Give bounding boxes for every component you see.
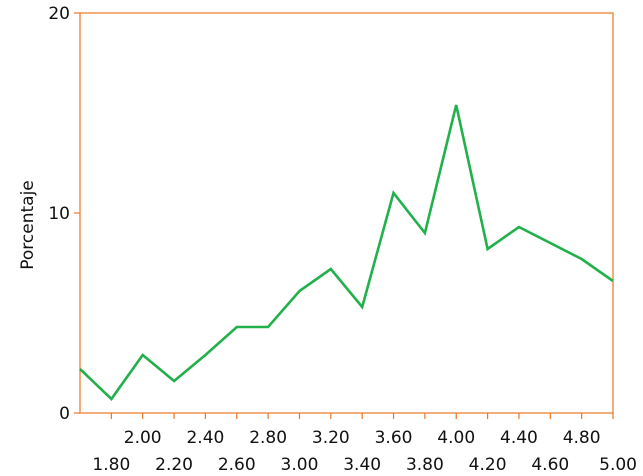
x-tick-label: 2.20 [155, 455, 193, 475]
y-axis-tick-labels: 0 10 20 [48, 4, 70, 424]
x-tick-label: 3.20 [312, 428, 350, 448]
x-axis-tick-labels-upper: 2.00 2.40 2.80 3.20 3.60 4.00 4.40 4.80 [124, 428, 601, 448]
y-tick-label: 0 [59, 404, 70, 424]
y-axis-title: Porcentaje [18, 180, 38, 270]
x-axis-ticks [110, 413, 614, 419]
y-tick-label: 20 [48, 4, 70, 24]
y-tick-label: 10 [48, 204, 70, 224]
x-tick-label: 4.60 [531, 455, 569, 475]
x-axis-tick-labels-lower: 1.80 2.20 2.60 3.00 3.40 3.80 4.20 4.60 5.00 [92, 455, 637, 475]
x-tick-label: 3.60 [375, 428, 413, 448]
series-line [79, 104, 614, 401]
x-tick-label: 2.40 [186, 428, 224, 448]
x-tick-label: 3.00 [281, 455, 319, 475]
y-axis-ticks [74, 12, 80, 414]
x-tick-label: 4.40 [500, 428, 538, 448]
plot-frame [79, 12, 614, 414]
x-tick-label: 3.40 [343, 455, 381, 475]
x-tick-label: 5.00 [599, 455, 637, 475]
x-tick-label: 1.80 [92, 455, 130, 475]
x-tick-label: 4.00 [437, 428, 475, 448]
x-tick-label: 3.80 [406, 455, 444, 475]
x-tick-label: 2.00 [124, 428, 162, 448]
x-tick-label: 4.20 [469, 455, 507, 475]
x-tick-label: 2.80 [249, 428, 287, 448]
x-tick-label: 4.80 [563, 428, 601, 448]
x-tick-label: 2.60 [218, 455, 256, 475]
